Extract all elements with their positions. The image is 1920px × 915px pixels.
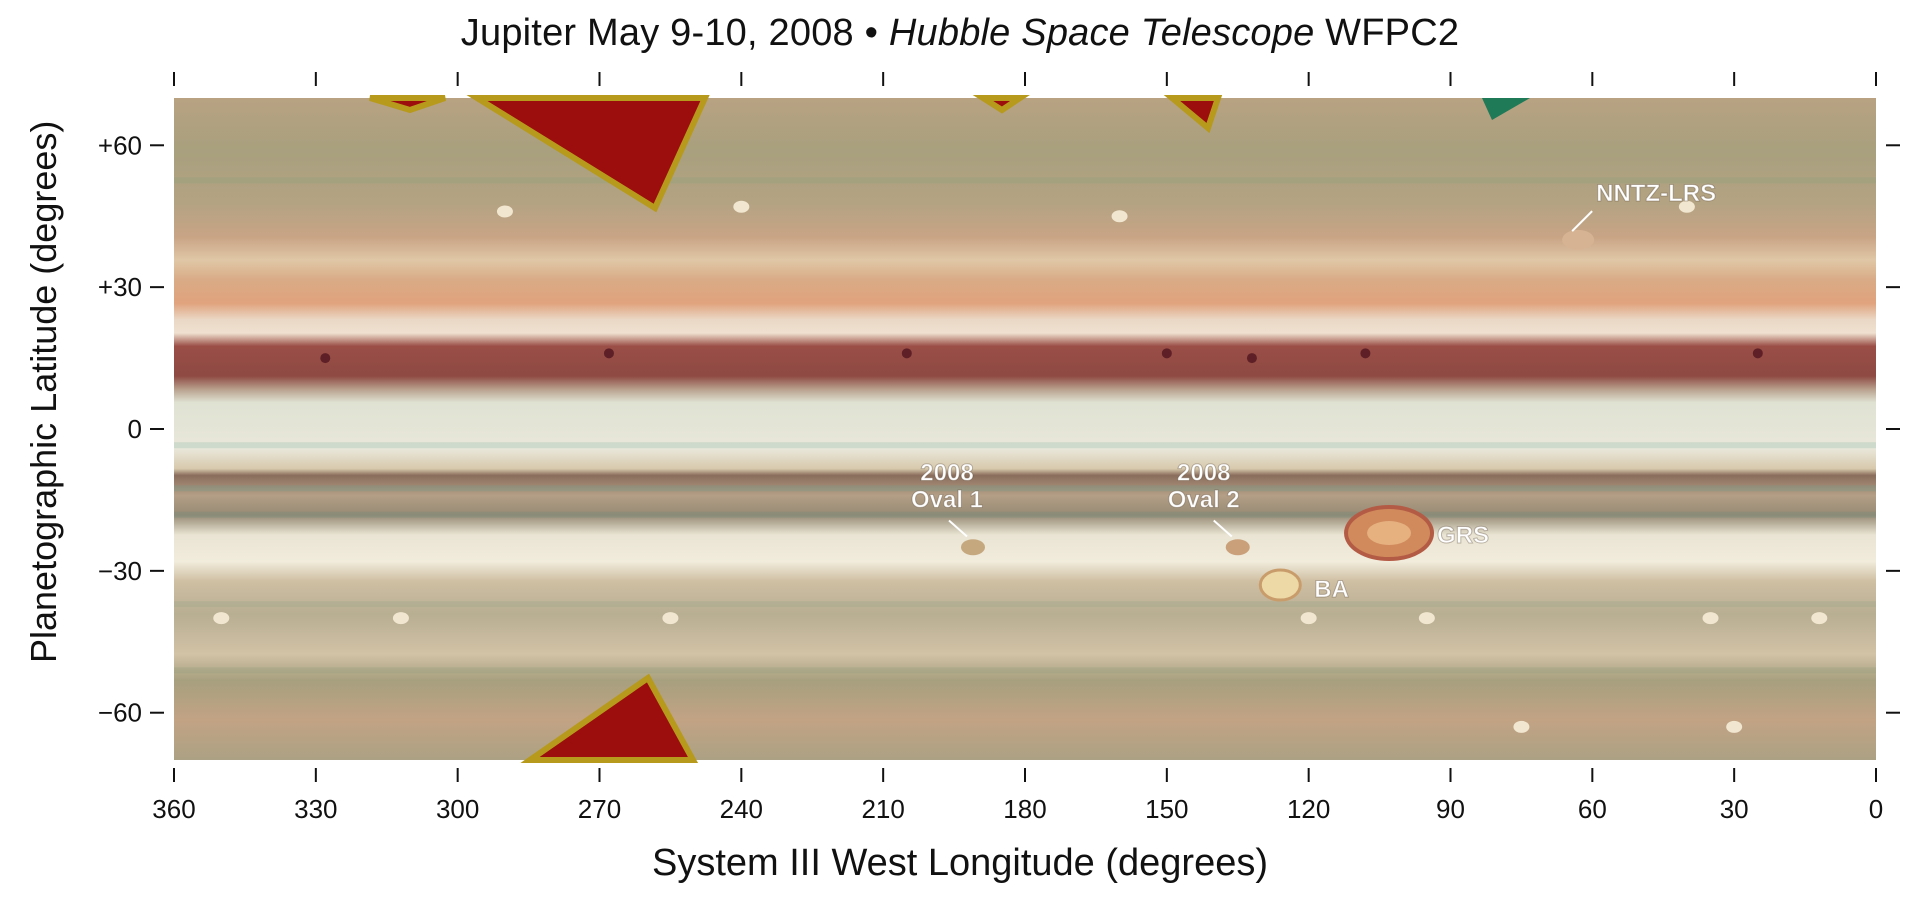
feature-label: 2008 [1177,459,1230,486]
x-tick-label: 330 [294,794,337,824]
y-axis-label: Planetographic Latitude (degrees) [23,120,64,663]
feature-label: NNTZ-LRS [1596,180,1716,207]
oval-2008-1 [960,539,985,556]
white-oval [496,205,513,218]
polar-gap-north-5 [1482,98,1530,120]
planet-map-image [174,98,1876,760]
white-oval [1418,612,1435,625]
x-tick-label: 210 [861,794,904,824]
polar-gap-north-2 [369,95,446,114]
y-tick-label: +60 [98,130,142,160]
white-oval [1678,200,1695,213]
title-instrument: Hubble Space Telescope [888,12,1315,54]
y-tick-label: −30 [98,556,142,586]
white-oval [1513,720,1530,733]
white-oval [392,612,409,625]
dark-spot [1360,348,1371,359]
white-oval [1811,612,1828,625]
dark-spot [1752,348,1763,359]
feature-label: Oval 2 [1168,486,1240,513]
dark-spot [1246,353,1257,364]
polar-gap-north-4 [1163,95,1223,134]
white-oval [1111,210,1128,223]
feature-label: 2008 [920,459,973,486]
x-tick-label: 60 [1578,794,1607,824]
x-tick-label: 90 [1436,794,1465,824]
x-tick-label: 150 [1145,794,1188,824]
x-tick-label: 360 [152,794,195,824]
feature-label: BA [1314,576,1349,603]
band-streak [174,601,1876,608]
feature-leader-line [1571,210,1593,232]
white-oval [662,612,679,625]
x-axis-label: System III West Longitude (degrees) [651,842,1269,884]
x-tick-label: 180 [1003,794,1046,824]
nntz-lrs-oval [1562,229,1595,250]
x-tick-label: 300 [436,794,479,824]
dark-spot [1161,348,1172,359]
feature-label: Oval 1 [911,486,983,513]
oval-2008-2 [1225,539,1250,556]
white-oval [1726,720,1743,733]
white-oval [1300,612,1317,625]
x-tick-label: 120 [1287,794,1330,824]
band-streak [174,177,1876,184]
dark-spot [901,348,912,359]
polar-gap-north-3 [972,95,1030,114]
map-title: Jupiter May 9-10, 2008 • Hubble Space Te… [0,12,1920,55]
polar-gap-south-1 [520,673,699,763]
great-red-spot-core [1367,521,1412,546]
x-tick-label: 30 [1720,794,1749,824]
band-streak [174,667,1876,674]
white-oval [1702,612,1719,625]
oval-ba [1258,568,1302,602]
x-tick-label: 240 [720,794,763,824]
x-tick-label: 270 [578,794,621,824]
dark-spot [320,353,331,364]
band-streak [174,485,1876,492]
title-camera: WFPC2 [1314,12,1460,54]
y-tick-label: −60 [98,698,142,728]
white-oval [213,612,230,625]
white-oval [733,200,750,213]
dark-spot [603,348,614,359]
polar-gap-north-1 [466,95,710,213]
band-streak [174,511,1876,518]
feature-leader-line [1213,519,1233,538]
x-tick-label: 0 [1869,794,1883,824]
title-text: Jupiter May 9-10, 2008 • [460,12,889,54]
feature-leader-line [948,519,968,538]
y-tick-label: +30 [98,272,142,302]
band-streak [174,442,1876,449]
y-tick-label: 0 [128,414,142,444]
feature-label: GRS [1437,522,1489,549]
